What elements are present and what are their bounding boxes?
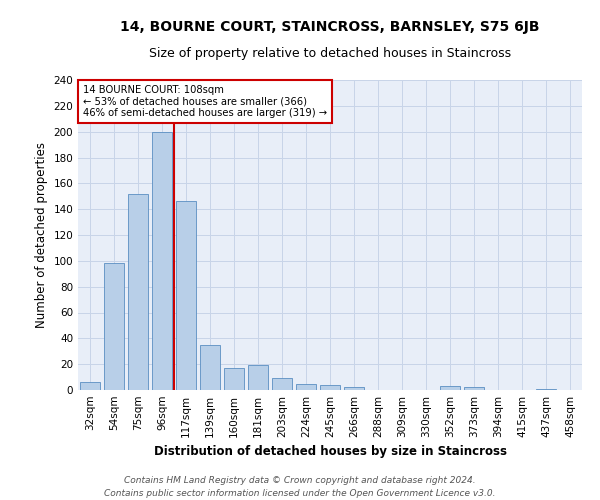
Bar <box>296 384 316 390</box>
Bar <box>464 388 484 390</box>
Bar <box>80 382 100 390</box>
Bar <box>320 385 340 390</box>
Text: 14 BOURNE COURT: 108sqm
← 53% of detached houses are smaller (366)
46% of semi-d: 14 BOURNE COURT: 108sqm ← 53% of detache… <box>83 84 327 118</box>
Bar <box>272 378 292 390</box>
Bar <box>152 132 172 390</box>
Bar <box>536 388 556 390</box>
Text: Contains HM Land Registry data © Crown copyright and database right 2024.
Contai: Contains HM Land Registry data © Crown c… <box>104 476 496 498</box>
Bar <box>248 366 268 390</box>
Bar <box>176 202 196 390</box>
Y-axis label: Number of detached properties: Number of detached properties <box>35 142 48 328</box>
Bar <box>440 386 460 390</box>
Bar <box>344 388 364 390</box>
Bar <box>200 345 220 390</box>
Bar <box>224 368 244 390</box>
Bar <box>104 264 124 390</box>
X-axis label: Distribution of detached houses by size in Staincross: Distribution of detached houses by size … <box>154 446 506 458</box>
Text: Size of property relative to detached houses in Staincross: Size of property relative to detached ho… <box>149 48 511 60</box>
Bar <box>128 194 148 390</box>
Text: 14, BOURNE COURT, STAINCROSS, BARNSLEY, S75 6JB: 14, BOURNE COURT, STAINCROSS, BARNSLEY, … <box>120 20 540 34</box>
